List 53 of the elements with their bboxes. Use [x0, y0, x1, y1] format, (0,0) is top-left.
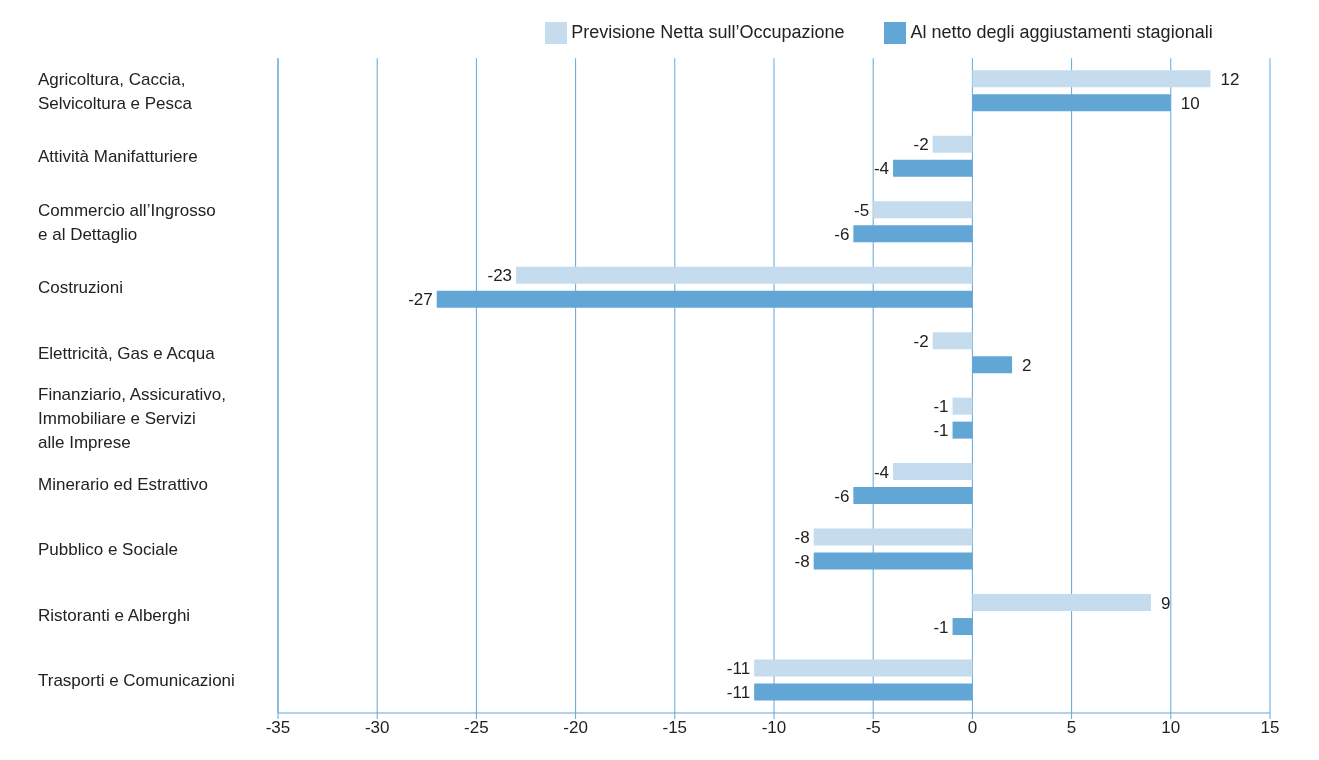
data-label: -2	[913, 331, 929, 351]
x-tick-label: -10	[761, 718, 787, 738]
x-tick-label: -20	[563, 718, 588, 738]
data-label: -8	[794, 552, 810, 572]
bar	[932, 135, 973, 153]
data-label: -1	[933, 617, 949, 637]
x-tick-label: -35	[265, 718, 291, 738]
data-label: -1	[933, 397, 949, 417]
data-label: 2	[1022, 355, 1032, 375]
data-label: -4	[873, 159, 890, 179]
data-label: -11	[726, 683, 751, 703]
y-tick-label: Trasporti e Comunicazioni	[38, 671, 235, 691]
bar	[754, 659, 973, 677]
data-label: -11	[726, 659, 751, 679]
x-tick-label: 5	[1066, 718, 1077, 738]
bar	[972, 70, 1211, 88]
data-label: 10	[1180, 93, 1200, 113]
y-tick-label: Pubblico e Sociale	[38, 540, 178, 560]
y-tick-label: Ristoranti e Alberghi	[38, 605, 191, 625]
bar	[873, 201, 973, 219]
bar	[813, 528, 973, 546]
x-tick-label: 0	[967, 718, 978, 738]
y-tick-label: Commercio all’Ingrosso e al Dettaglio	[38, 200, 216, 244]
x-tick-label: -15	[662, 718, 688, 738]
legend-label: Al netto degli aggiustamenti stagionali	[910, 22, 1213, 42]
y-tick-label: Elettricità, Gas e Acqua	[38, 343, 216, 363]
data-label: -6	[834, 224, 850, 244]
bar	[516, 266, 973, 284]
data-label: -8	[794, 528, 810, 548]
x-tick-label: 10	[1161, 718, 1181, 738]
data-label: 9	[1160, 593, 1171, 613]
x-tick-label: -25	[464, 718, 489, 738]
data-label: 12	[1220, 69, 1240, 89]
y-tick-label: Attività Manifatturiere	[38, 147, 198, 167]
bar	[932, 332, 973, 350]
x-tick-label: 15	[1260, 718, 1280, 738]
x-tick-label: -30	[364, 718, 390, 738]
data-label: -1	[933, 421, 949, 441]
bar	[952, 397, 973, 415]
data-label: -4	[873, 462, 890, 482]
x-tick-label: -5	[865, 718, 881, 738]
bar	[893, 463, 973, 481]
data-label: -5	[854, 200, 870, 220]
bar	[972, 594, 1151, 612]
y-tick-label: Costruzioni	[38, 278, 124, 298]
y-tick-label: Minerario ed Estrattivo	[38, 474, 209, 494]
data-label: -6	[834, 486, 850, 506]
legend-label: Previsione Netta sull’Occupazione	[571, 22, 845, 42]
y-tick-label: Finanziario, Assicurativo, Immobiliare e Servizi alle Imprese	[38, 385, 227, 453]
y-tick-label: Agricoltura, Caccia, Selvicoltura e Pesca	[38, 69, 193, 113]
data-label: -23	[487, 266, 513, 286]
data-label: -27	[408, 290, 433, 310]
data-label: -2	[913, 135, 929, 155]
